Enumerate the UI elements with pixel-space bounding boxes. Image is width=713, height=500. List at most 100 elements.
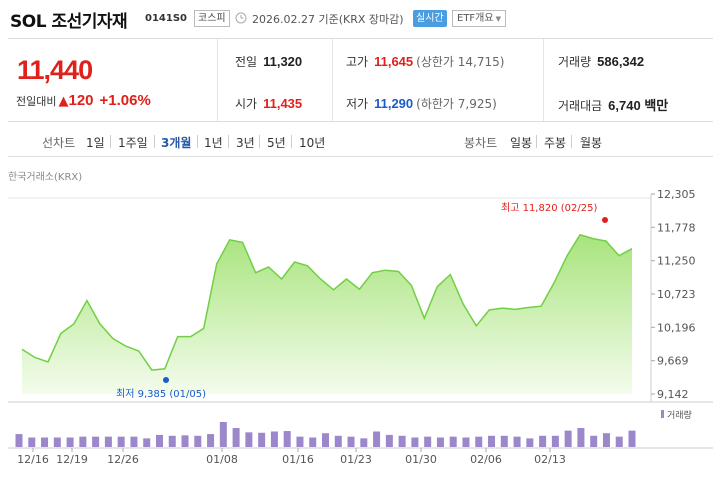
x-tick-label: 01/08 bbox=[206, 453, 238, 466]
volume-bar bbox=[270, 431, 278, 447]
period-5y[interactable]: 5년 bbox=[267, 136, 286, 150]
volume-bar bbox=[564, 430, 572, 447]
volume-bar bbox=[181, 435, 189, 447]
max-annotation: 최고 11,820 (02/25) bbox=[501, 202, 597, 214]
volume-bar bbox=[615, 436, 623, 447]
period-1d[interactable]: 1일 bbox=[86, 136, 105, 150]
candle-monthly[interactable]: 월봉 bbox=[580, 136, 603, 150]
fund-name: SOL 조선기자재 bbox=[10, 12, 128, 32]
x-tick-label: 12/19 bbox=[56, 453, 88, 466]
y-tick-label: 10,723 bbox=[657, 288, 696, 301]
volume-bar bbox=[539, 435, 547, 447]
stat-open: 시가 11,435 bbox=[235, 95, 302, 112]
stat-value: 586,342 bbox=[597, 54, 645, 69]
period-1w[interactable]: 1주일 bbox=[118, 136, 148, 150]
separator bbox=[197, 135, 198, 148]
x-tick-label: 02/06 bbox=[470, 453, 502, 466]
volume-bar bbox=[436, 437, 444, 447]
stat-label: 저가 bbox=[346, 97, 369, 111]
separator bbox=[154, 135, 155, 148]
volume-bar bbox=[334, 435, 342, 447]
stat-label: 전일 bbox=[235, 55, 258, 69]
x-tick-label: 02/13 bbox=[534, 453, 566, 466]
volume-bar bbox=[373, 431, 381, 447]
etf-overview-dropdown[interactable]: ETF개요 ▼ bbox=[452, 10, 506, 27]
volume-bar bbox=[590, 435, 598, 447]
stat-value: 6,740 백만 bbox=[608, 98, 669, 113]
period-3y[interactable]: 3년 bbox=[236, 136, 255, 150]
price-area bbox=[22, 234, 632, 394]
volume-bar bbox=[424, 436, 432, 447]
volume-bar bbox=[322, 433, 329, 447]
change-label: 전일대비 bbox=[16, 95, 57, 108]
header: SOL 조선기자재 0141S0 코스피 2026.02.27 기준(KRX 장… bbox=[0, 0, 713, 38]
x-tick-label: 12/16 bbox=[17, 453, 49, 466]
volume-bar bbox=[155, 434, 163, 447]
realtime-button[interactable]: 실시간 bbox=[413, 10, 447, 27]
volume-legend-swatch bbox=[661, 410, 664, 418]
volume-bar bbox=[130, 436, 138, 447]
volume-bar bbox=[449, 436, 457, 447]
volume-bar bbox=[28, 437, 36, 447]
upper-limit: (상한가 14,715) bbox=[416, 55, 505, 69]
period-3m[interactable]: 3개월 bbox=[161, 136, 192, 150]
period-1y[interactable]: 1년 bbox=[204, 136, 223, 150]
fund-code: 0141S0 bbox=[145, 13, 187, 24]
min-marker bbox=[163, 377, 169, 383]
change-percent: +1.06% bbox=[99, 92, 151, 109]
y-tick-label: 9,142 bbox=[657, 388, 689, 401]
chevron-down-icon: ▼ bbox=[495, 15, 501, 23]
line-chart-label: 선차트 bbox=[42, 136, 76, 150]
stat-value: 11,290 bbox=[374, 96, 414, 111]
stat-low: 저가 11,290 (하한가 7,925) bbox=[346, 95, 497, 112]
change-value: 120 bbox=[68, 92, 94, 109]
volume-bar bbox=[296, 436, 304, 447]
stat-value: 11,645 bbox=[374, 54, 414, 69]
volume-bar bbox=[526, 438, 534, 447]
volume-bar bbox=[53, 437, 61, 447]
volume-bar bbox=[360, 438, 368, 447]
stat-label: 고가 bbox=[346, 55, 369, 69]
y-tick-label: 9,669 bbox=[657, 355, 689, 368]
volume-bar bbox=[258, 432, 266, 447]
max-marker bbox=[602, 217, 608, 223]
volume-bar bbox=[283, 431, 291, 447]
current-price: 11,440 bbox=[17, 55, 93, 85]
stat-value: 11,435 bbox=[263, 96, 303, 111]
volume-bar bbox=[245, 432, 253, 447]
volume-bar bbox=[207, 434, 215, 447]
volume-bar bbox=[168, 435, 176, 447]
volume-bar bbox=[398, 435, 406, 447]
divider bbox=[543, 39, 544, 121]
clock-icon bbox=[235, 12, 247, 24]
y-tick-label: 11,250 bbox=[657, 255, 696, 268]
volume-bar bbox=[117, 436, 125, 447]
separator bbox=[259, 135, 260, 148]
candle-daily[interactable]: 일봉 bbox=[510, 136, 533, 150]
period-bar: 선차트 1일 1주일 3개월 1년 3년 5년 10년 봉차트 일봉 주봉 월봉 bbox=[8, 125, 713, 157]
y-tick-label: 11,778 bbox=[657, 221, 696, 234]
volume-bar bbox=[232, 428, 240, 447]
separator bbox=[571, 135, 572, 148]
min-annotation: 최저 9,385 (01/05) bbox=[116, 388, 206, 400]
x-tick-label: 12/26 bbox=[107, 453, 139, 466]
volume-bar bbox=[602, 433, 610, 447]
volume-bar bbox=[194, 435, 202, 447]
volume-bar bbox=[92, 436, 100, 447]
y-tick-label: 10,196 bbox=[657, 321, 696, 334]
quote-date: 2026.02.27 기준(KRX 장마감) bbox=[252, 13, 404, 26]
separator bbox=[291, 135, 292, 148]
price-line bbox=[21, 233, 633, 371]
current-price-box: 11,440 전일대비 ▲120 +1.06% bbox=[8, 39, 218, 121]
market-badge: 코스피 bbox=[194, 10, 230, 27]
volume-bar bbox=[488, 435, 496, 447]
x-tick-label: 01/16 bbox=[282, 453, 314, 466]
volume-bar bbox=[500, 435, 508, 447]
price-chart-svg: 12,305 11,778 11,250 10,723 10,196 9,669 9,142… bbox=[8, 188, 713, 466]
stat-label: 시가 bbox=[235, 97, 258, 111]
volume-bar bbox=[577, 428, 585, 447]
separator bbox=[536, 135, 537, 148]
candle-weekly[interactable]: 주봉 bbox=[544, 136, 567, 150]
price-chart: 12,305 11,778 11,250 10,723 10,196 9,669 9,142… bbox=[8, 184, 713, 496]
period-10y[interactable]: 10년 bbox=[299, 136, 326, 150]
